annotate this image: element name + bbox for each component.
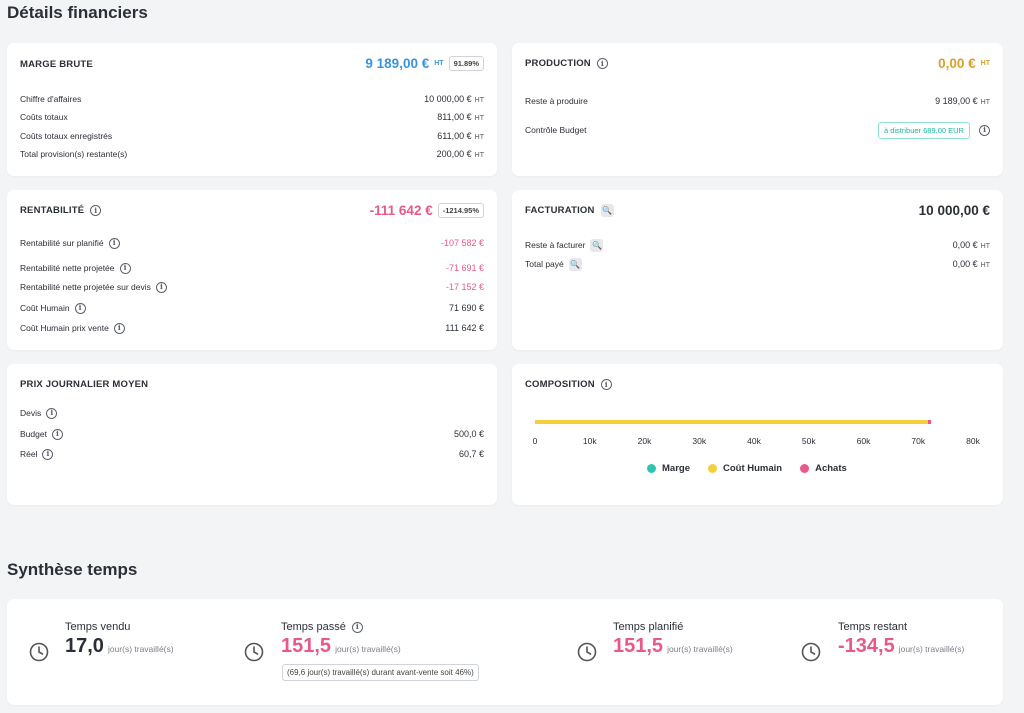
x-tick-label: 50k — [801, 436, 816, 446]
facturation-row: Reste à facturer 🔍 0,00 € HT — [525, 238, 990, 252]
info-icon[interactable]: i — [51, 428, 63, 440]
x-tick-label: 40k — [747, 436, 761, 446]
facturation-headline: 10 000,00 € — [919, 203, 990, 218]
bar-segment-achats[interactable] — [927, 420, 931, 424]
search-icon[interactable]: 🔍 — [590, 238, 604, 252]
legend-item-cout-humain[interactable]: Coût Humain — [707, 463, 782, 474]
x-tick-label: 70k — [911, 436, 926, 446]
info-icon[interactable]: i — [351, 621, 363, 633]
production-value: 0,00 € — [938, 56, 976, 71]
info-icon[interactable]: i — [119, 262, 131, 274]
marge-row: Coûts totaux enregistrés 611,00 € HT — [20, 131, 484, 141]
prix-row: Budget i 500,0 € — [20, 428, 484, 440]
info-icon[interactable]: i — [596, 58, 608, 69]
info-icon[interactable]: i — [600, 379, 612, 390]
search-icon[interactable]: 🔍 — [600, 204, 614, 217]
marge-row: Total provision(s) restante(s) 200,00 € H… — [20, 149, 484, 159]
info-icon[interactable]: i — [155, 281, 167, 293]
prix-row: Devis i — [20, 406, 484, 420]
rentabilite-pct-badge: -1214.95% — [437, 203, 484, 218]
marge-row: Coûts totaux 811,00 € HT — [20, 112, 484, 122]
x-tick-label: 60k — [856, 436, 871, 446]
production-controle-row: Contrôle Budget à distribuer 689,00 EUR … — [525, 120, 990, 140]
info-icon[interactable]: i — [90, 205, 102, 216]
legend-item-achats[interactable]: Achats — [800, 463, 847, 474]
temps-planifie-value: 151,5 — [613, 635, 664, 657]
avant-vente-note: (69,6 jour(s) travaillé(s) durant avant-… — [282, 664, 479, 681]
temps-restant: Temps restant -134,5 jour(s) travaillé(s… — [838, 621, 965, 657]
marge-dot-icon — [647, 464, 656, 473]
info-icon[interactable]: i — [113, 322, 125, 334]
production-ht: HT — [980, 60, 990, 67]
clock-icon — [244, 642, 264, 662]
info-icon[interactable]: i — [46, 407, 58, 419]
composition-card: COMPOSITION i — [512, 364, 1003, 505]
production-title: PRODUCTION i — [525, 58, 608, 69]
rentabilite-headline: -111 642 € -1214.95% — [370, 203, 484, 218]
prix-journalier-title: PRIX JOURNALIER MOYEN — [20, 379, 149, 390]
x-tick-label: 20k — [637, 436, 652, 446]
search-icon[interactable]: 🔍 — [568, 257, 582, 271]
temps-passe: Temps passé i 151,5 jour(s) travaillé(s) — [281, 621, 401, 657]
synthese-card — [7, 599, 1003, 705]
production-card: PRODUCTION i 0,00 € HT Reste à produire … — [512, 43, 1003, 176]
temps-vendu: Temps vendu 17,0 jour(s) travaillé(s) — [65, 621, 174, 657]
cout-humain-dot-icon — [707, 464, 717, 473]
composition-title: COMPOSITION i — [525, 379, 612, 390]
rentabilite-card: RENTABILITÉ i -111 642 € -1214.95% Renta… — [7, 190, 497, 350]
x-tick-label: 0 — [532, 436, 538, 446]
composition-legend: Marge Coût Humain Achats — [647, 463, 847, 474]
clock-icon — [577, 642, 597, 662]
clock-icon — [29, 642, 49, 662]
marge-brute-card: MARGE BRUTE 9 189,00 € HT 91.89% Chiffre… — [7, 43, 497, 176]
production-reste-row: Reste à produire 9 189,00 € HT — [525, 96, 990, 106]
achats-dot-icon — [800, 464, 810, 473]
temps-vendu-value: 17,0 — [65, 635, 104, 657]
marge-row: Chiffre d'affaires 10 000,00 € HT — [20, 94, 484, 104]
temps-passe-value: 151,5 — [281, 635, 332, 657]
rentabilite-row: Coût Humain i 71 690 € — [20, 302, 484, 314]
facturation-card: FACTURATION 🔍 10 000,00 € Reste à factur… — [512, 190, 1003, 350]
controle-budget-badge: à distribuer 689,00 EUR — [877, 121, 970, 139]
facturation-row: Total payé 🔍 0,00 € HT — [525, 257, 990, 271]
temps-restant-value: -134,5 — [838, 635, 895, 657]
clock-icon — [801, 642, 821, 662]
prix-row: Réel i 60,7 € — [20, 448, 484, 460]
page-title: Détails financiers — [7, 3, 148, 22]
production-headline: 0,00 € HT — [938, 56, 990, 71]
temps-planifie: Temps planifié 151,5 jour(s) travaillé(s… — [613, 621, 733, 657]
rentabilite-row: Rentabilité nette projetée i -71 691 € — [20, 262, 484, 274]
legend-item-marge[interactable]: Marge — [647, 463, 690, 474]
synthese-title: Synthèse temps — [7, 560, 138, 579]
bar-segment-co-t-humain[interactable] — [535, 420, 928, 424]
rentabilite-row: Coût Humain prix vente i 111 642 € — [20, 322, 484, 334]
x-tick-label: 10k — [582, 436, 597, 446]
marge-brute-pct-badge: 91.89% — [448, 56, 484, 71]
info-icon[interactable]: i — [42, 448, 54, 460]
rentabilite-value: -111 642 € — [369, 203, 433, 218]
marge-brute-headline: 9 189,00 € HT 91.89% — [365, 56, 484, 71]
info-icon[interactable]: i — [74, 302, 86, 314]
rentabilite-row: Rentabilité sur planifié i -107 582 € — [20, 237, 484, 249]
prix-journalier-card: PRIX JOURNALIER MOYEN Devis i Budget i 500… — [7, 364, 497, 505]
info-icon[interactable]: i — [979, 124, 990, 136]
facturation-value: 10 000,00 € — [918, 203, 990, 218]
marge-brute-title: MARGE BRUTE — [20, 59, 93, 70]
info-icon[interactable]: i — [108, 237, 120, 249]
rentabilite-title: RENTABILITÉ i — [20, 205, 102, 216]
x-tick-label: 30k — [692, 436, 707, 446]
facturation-title: FACTURATION 🔍 — [525, 204, 614, 217]
rentabilite-row: Rentabilité nette projetée sur devis i -1… — [20, 281, 484, 293]
x-tick-label: 80k — [966, 436, 980, 446]
marge-brute-ht: HT — [434, 60, 444, 67]
marge-brute-value: 9 189,00 € — [365, 56, 430, 71]
